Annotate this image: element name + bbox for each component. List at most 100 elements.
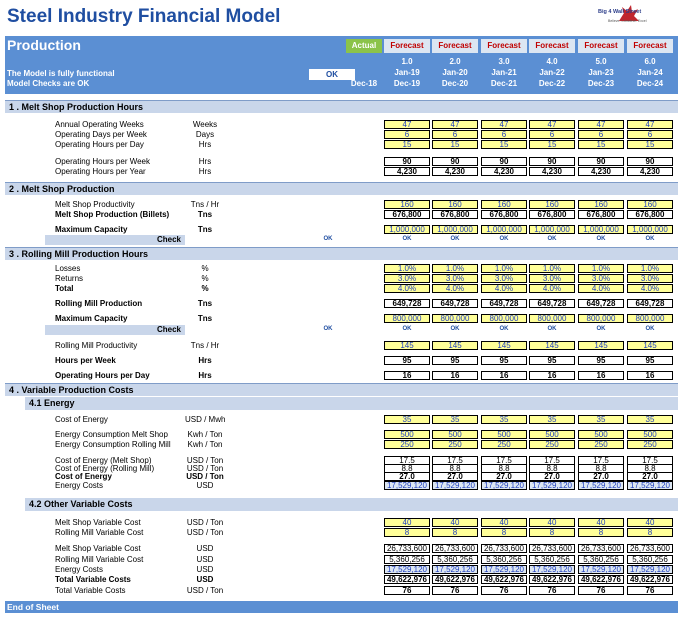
value-cell[interactable]: 160: [384, 200, 430, 209]
value-cell[interactable]: 27.0: [481, 472, 527, 481]
value-cell[interactable]: 47: [627, 120, 673, 129]
value-cell[interactable]: 95: [384, 356, 430, 365]
value-cell[interactable]: 16: [384, 371, 430, 380]
value-cell[interactable]: 676,800: [627, 210, 673, 219]
value-cell[interactable]: 27.0: [578, 472, 624, 481]
value-cell[interactable]: 160: [578, 200, 624, 209]
value-cell[interactable]: 500: [578, 430, 624, 439]
value-cell[interactable]: 1.0%: [529, 264, 575, 273]
value-cell[interactable]: 16: [432, 371, 478, 380]
value-cell[interactable]: 49,622,976: [578, 575, 624, 584]
value-cell[interactable]: 6: [578, 130, 624, 139]
value-cell[interactable]: 800,000: [529, 314, 575, 323]
value-cell[interactable]: 5,360,256: [578, 555, 624, 564]
value-cell[interactable]: 40: [384, 518, 430, 527]
value-cell[interactable]: 76: [627, 586, 673, 595]
value-cell[interactable]: 3.0%: [578, 274, 624, 283]
value-cell[interactable]: 6: [627, 130, 673, 139]
value-cell[interactable]: 6: [481, 130, 527, 139]
value-cell[interactable]: 26,733,600: [384, 544, 430, 553]
value-cell[interactable]: 90: [432, 157, 478, 166]
value-cell[interactable]: 17,529,120: [529, 481, 575, 490]
value-cell[interactable]: 49,622,976: [627, 575, 673, 584]
value-cell[interactable]: 145: [578, 341, 624, 350]
value-cell[interactable]: 5,360,256: [384, 555, 430, 564]
value-cell[interactable]: 4.0%: [384, 284, 430, 293]
value-cell[interactable]: 17,529,120: [578, 565, 624, 574]
value-cell[interactable]: 1.0%: [432, 264, 478, 273]
value-cell[interactable]: 40: [481, 518, 527, 527]
value-cell[interactable]: 95: [627, 356, 673, 365]
value-cell[interactable]: 35: [384, 415, 430, 424]
value-cell[interactable]: 17,529,120: [627, 481, 673, 490]
value-cell[interactable]: 160: [627, 200, 673, 209]
value-cell[interactable]: 145: [529, 341, 575, 350]
value-cell[interactable]: 500: [481, 430, 527, 439]
value-cell[interactable]: 15: [578, 140, 624, 149]
value-cell[interactable]: 35: [432, 415, 478, 424]
value-cell[interactable]: 160: [529, 200, 575, 209]
value-cell[interactable]: 8: [578, 528, 624, 537]
value-cell[interactable]: 4.0%: [481, 284, 527, 293]
value-cell[interactable]: 676,800: [432, 210, 478, 219]
value-cell[interactable]: 17,529,120: [432, 565, 478, 574]
value-cell[interactable]: 250: [384, 440, 430, 449]
value-cell[interactable]: 145: [432, 341, 478, 350]
value-cell[interactable]: 4,230: [529, 167, 575, 176]
value-cell[interactable]: 500: [432, 430, 478, 439]
value-cell[interactable]: 26,733,600: [529, 544, 575, 553]
value-cell[interactable]: 8: [529, 528, 575, 537]
value-cell[interactable]: 160: [481, 200, 527, 209]
value-cell[interactable]: 6: [529, 130, 575, 139]
value-cell[interactable]: 8: [432, 528, 478, 537]
value-cell[interactable]: 35: [529, 415, 575, 424]
value-cell[interactable]: 145: [384, 341, 430, 350]
value-cell[interactable]: 8: [627, 528, 673, 537]
value-cell[interactable]: 16: [627, 371, 673, 380]
value-cell[interactable]: 90: [384, 157, 430, 166]
value-cell[interactable]: 3.0%: [529, 274, 575, 283]
value-cell[interactable]: 6: [384, 130, 430, 139]
value-cell[interactable]: 16: [529, 371, 575, 380]
value-cell[interactable]: 27.0: [529, 472, 575, 481]
value-cell[interactable]: 8: [481, 528, 527, 537]
value-cell[interactable]: 1.0%: [627, 264, 673, 273]
value-cell[interactable]: 76: [432, 586, 478, 595]
value-cell[interactable]: 40: [578, 518, 624, 527]
value-cell[interactable]: 4.0%: [578, 284, 624, 293]
value-cell[interactable]: 649,728: [627, 299, 673, 308]
value-cell[interactable]: 76: [529, 586, 575, 595]
value-cell[interactable]: 1.0%: [481, 264, 527, 273]
value-cell[interactable]: 6: [432, 130, 478, 139]
value-cell[interactable]: 27.0: [627, 472, 673, 481]
value-cell[interactable]: 26,733,600: [627, 544, 673, 553]
value-cell[interactable]: 15: [481, 140, 527, 149]
value-cell[interactable]: 4.0%: [529, 284, 575, 293]
value-cell[interactable]: 47: [384, 120, 430, 129]
value-cell[interactable]: 3.0%: [481, 274, 527, 283]
value-cell[interactable]: 95: [432, 356, 478, 365]
value-cell[interactable]: 90: [627, 157, 673, 166]
value-cell[interactable]: 1.0%: [384, 264, 430, 273]
value-cell[interactable]: 3.0%: [432, 274, 478, 283]
value-cell[interactable]: 649,728: [432, 299, 478, 308]
value-cell[interactable]: 49,622,976: [432, 575, 478, 584]
value-cell[interactable]: 250: [578, 440, 624, 449]
value-cell[interactable]: 90: [529, 157, 575, 166]
value-cell[interactable]: 15: [627, 140, 673, 149]
value-cell[interactable]: 35: [627, 415, 673, 424]
value-cell[interactable]: 8: [384, 528, 430, 537]
value-cell[interactable]: 17,529,120: [384, 565, 430, 574]
value-cell[interactable]: 800,000: [481, 314, 527, 323]
value-cell[interactable]: 95: [529, 356, 575, 365]
value-cell[interactable]: 17,529,120: [627, 565, 673, 574]
value-cell[interactable]: 90: [481, 157, 527, 166]
value-cell[interactable]: 27.0: [384, 472, 430, 481]
value-cell[interactable]: 5,360,256: [529, 555, 575, 564]
value-cell[interactable]: 95: [578, 356, 624, 365]
value-cell[interactable]: 47: [432, 120, 478, 129]
value-cell[interactable]: 5,360,256: [432, 555, 478, 564]
value-cell[interactable]: 1,000,000: [432, 225, 478, 234]
value-cell[interactable]: 17,529,120: [432, 481, 478, 490]
value-cell[interactable]: 40: [627, 518, 673, 527]
